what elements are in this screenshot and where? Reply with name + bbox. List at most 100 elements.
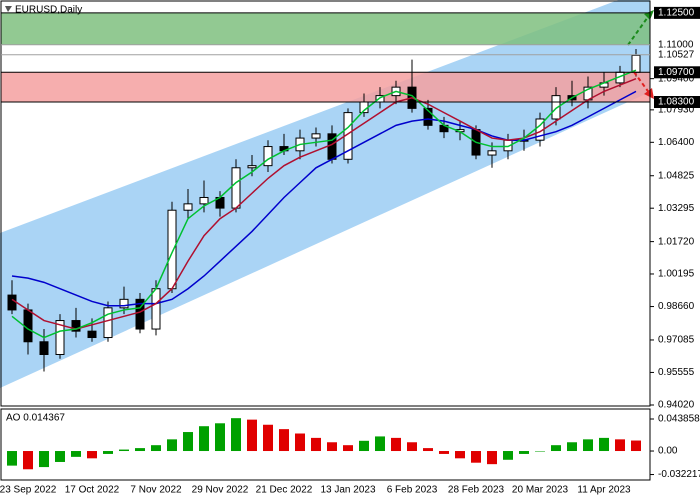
stop-arrow (633, 71, 651, 95)
candle-body (247, 165, 257, 169)
x-tick-label: 21 Dec 2022 (256, 485, 313, 496)
candle-body (487, 150, 497, 156)
osc-tick-label: -0.032217 (658, 469, 700, 480)
level-label: 1.12500 (658, 8, 695, 19)
ao-bar (55, 451, 65, 462)
ao-bar (551, 445, 561, 452)
y-tick-label: 1.04825 (658, 170, 695, 181)
candle-body (231, 167, 241, 209)
symbol-icon (5, 6, 12, 12)
price-zone (1, 12, 650, 45)
ao-bar (407, 442, 417, 452)
target-arrow-head (644, 10, 654, 20)
ao-bar (167, 439, 177, 452)
candle-body (551, 95, 561, 120)
moving-average (11, 90, 637, 307)
ao-bar (87, 451, 97, 459)
candle-body (39, 341, 49, 356)
ao-bar (23, 451, 33, 470)
y-tick-label: 1.00195 (658, 269, 695, 280)
candle-body (7, 294, 17, 311)
x-tick-label: 28 Feb 2023 (448, 485, 505, 496)
price-zone (1, 72, 650, 102)
candle-body (263, 146, 273, 167)
ao-bar (375, 436, 385, 452)
ao-bar (359, 440, 369, 452)
ao-bar (583, 439, 593, 452)
level-label: 1.08300 (658, 97, 695, 108)
target-arrow (627, 13, 651, 46)
ao-bar (231, 418, 241, 452)
ao-bar (343, 445, 353, 452)
candle-body (87, 330, 97, 339)
level-label-box (654, 38, 700, 51)
moving-average (11, 77, 637, 330)
candle-body (631, 54, 641, 73)
ao-bar (311, 437, 321, 452)
y-tick-label: 1.09400 (658, 73, 695, 84)
ao-bar (615, 439, 625, 452)
ao-bar (215, 423, 225, 452)
osc-tick-label: 0.043858 (658, 414, 700, 425)
ao-bar (327, 442, 337, 452)
x-tick-label: 6 Feb 2023 (387, 485, 438, 496)
candle-body (151, 288, 161, 330)
y-tick-label: 1.03295 (658, 203, 695, 214)
ao-bar (567, 442, 577, 452)
ao-bar (263, 424, 273, 452)
y-tick-label: 1.07930 (658, 104, 695, 115)
ao-bar (199, 426, 209, 452)
ao-bar (279, 429, 289, 452)
candle-body (71, 320, 81, 332)
level-label-box (654, 66, 700, 79)
level-label: 1.10527 (658, 49, 695, 60)
ao-bar (391, 437, 401, 452)
x-tick-label: 29 Nov 2022 (192, 485, 249, 496)
ao-bar (439, 451, 449, 454)
level-label: 1.11000 (658, 39, 694, 50)
chart-title: EURUSD,Daily (15, 5, 82, 16)
ao-bar (151, 445, 161, 452)
y-tick-label: 1.06400 (658, 137, 695, 148)
level-label-box (654, 6, 700, 19)
moving-average (11, 69, 637, 339)
ao-bar (247, 419, 257, 452)
candle-body (103, 307, 113, 339)
candle-body (311, 133, 321, 139)
ao-bar (455, 451, 465, 459)
ao-bar (519, 451, 529, 454)
x-tick-label: 11 Apr 2023 (577, 485, 631, 496)
ao-bar (135, 448, 145, 452)
candle-body (119, 298, 129, 309)
stop-arrow-head (644, 88, 654, 99)
y-tick-label: 0.98660 (658, 301, 695, 312)
ao-bar (535, 451, 545, 452)
main-frame (0, 0, 651, 407)
y-tick-label: 0.97085 (658, 335, 695, 346)
x-tick-label: 13 Jan 2023 (320, 485, 375, 496)
ao-bar (423, 448, 433, 452)
candle-body (135, 298, 145, 330)
x-tick-label: 20 Mar 2023 (512, 485, 569, 496)
level-label: 1.09700 (658, 67, 695, 78)
candle-body (199, 196, 209, 205)
ao-bar (119, 449, 129, 452)
oscillator-title: AO 0.014367 (6, 413, 65, 424)
candle-body (183, 203, 193, 211)
x-tick-label: 7 Nov 2022 (130, 485, 182, 496)
ao-bar (183, 432, 193, 452)
ao-bar (71, 451, 81, 457)
ao-bar (103, 451, 113, 454)
ao-bar (471, 451, 481, 463)
level-label-box (654, 48, 700, 61)
y-tick-label: 0.94020 (658, 400, 695, 411)
x-tick-label: 17 Oct 2022 (65, 485, 120, 496)
osc-tick-label: 0.00 (658, 446, 678, 457)
ao-bar (295, 433, 305, 452)
oscillator-frame (0, 408, 651, 481)
candle-body (167, 209, 177, 290)
candle-body (55, 320, 65, 355)
x-tick-label: 23 Sep 2022 (0, 485, 57, 496)
ao-bar (39, 451, 49, 468)
